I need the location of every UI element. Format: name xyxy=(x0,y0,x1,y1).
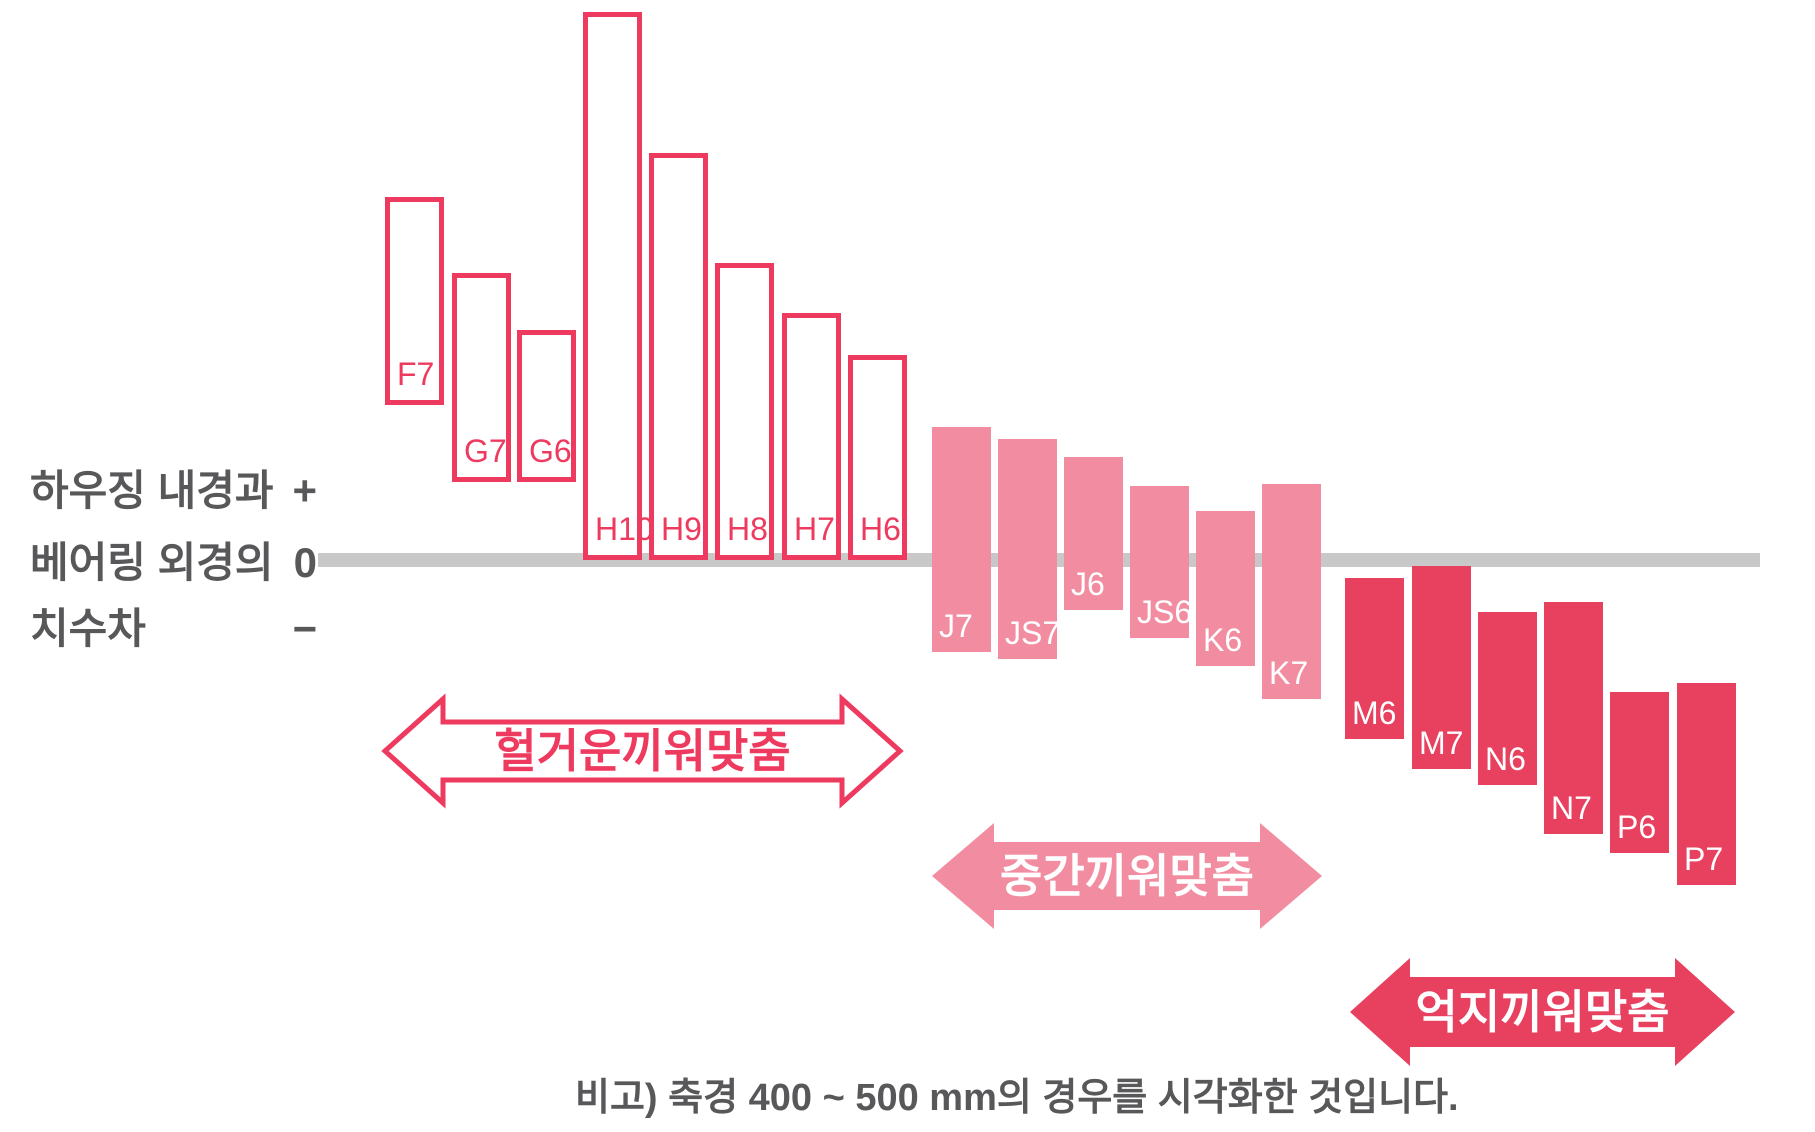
bar-n6: N6 xyxy=(1478,612,1537,785)
bar-h10: H10 xyxy=(583,12,654,560)
footnote: 비고) 축경 400 ~ 500 mm의 경우를 시각화한 것입니다. xyxy=(575,1077,1459,1119)
bar-label-n6: N6 xyxy=(1485,741,1526,777)
axis-row-zero: 베어링 외경의 0 xyxy=(30,537,317,589)
bar-label-n7: N7 xyxy=(1551,790,1592,826)
bar-label-j6: J6 xyxy=(1071,566,1105,602)
bar-js6: JS6 xyxy=(1130,486,1193,638)
fit-arrow-label-0: 헐거운끼워맞춤 xyxy=(494,725,791,777)
axis-label-housing-bore: 하우징 내경과 xyxy=(30,467,274,514)
bar-p7: P7 xyxy=(1677,683,1736,885)
bar-h6: H6 xyxy=(848,355,907,560)
bar-h7: H7 xyxy=(782,313,841,560)
bar-g7: G7 xyxy=(452,273,511,482)
plus-sign: + xyxy=(292,467,317,514)
bar-label-p7: P7 xyxy=(1684,841,1724,877)
bar-js7: JS7 xyxy=(998,439,1061,659)
minus-sign: − xyxy=(292,605,317,652)
bar-label-h9: H9 xyxy=(661,511,702,547)
bar-label-f7: F7 xyxy=(397,356,435,392)
bar-label-js7: JS7 xyxy=(1005,615,1061,651)
bar-label-g7: G7 xyxy=(464,433,507,469)
bar-label-k7: K7 xyxy=(1269,655,1309,691)
zero-sign: 0 xyxy=(293,539,317,586)
bar-m7: M7 xyxy=(1412,566,1471,769)
fit-arrow-label-2: 억지끼워맞춤 xyxy=(1415,986,1670,1038)
bar-m6: M6 xyxy=(1345,578,1404,739)
bar-k7: K7 xyxy=(1262,484,1321,699)
bar-label-m6: M6 xyxy=(1352,695,1397,731)
bar-h9: H9 xyxy=(649,153,708,560)
bar-h8: H8 xyxy=(715,263,774,560)
bar-label-h8: H8 xyxy=(727,511,768,547)
bar-label-j7: J7 xyxy=(939,608,973,644)
axis-row-minus: 치수차 − xyxy=(30,603,317,655)
bar-label-h7: H7 xyxy=(794,511,835,547)
bar-label-h6: H6 xyxy=(860,511,901,547)
axis-row-plus: 하우징 내경과 + xyxy=(30,465,317,517)
bar-label-m7: M7 xyxy=(1419,725,1464,761)
axis-label-dimension-diff: 치수차 xyxy=(30,605,146,652)
bar-label-h10: H10 xyxy=(595,511,654,547)
bar-label-k6: K6 xyxy=(1203,622,1243,658)
bar-j7: J7 xyxy=(932,427,991,652)
bar-g6: G6 xyxy=(517,330,576,482)
bar-label-p6: P6 xyxy=(1617,809,1657,845)
bar-label-g6: G6 xyxy=(529,433,572,469)
bar-k6: K6 xyxy=(1196,511,1255,666)
axis-label-bearing-od: 베어링 외경의 xyxy=(30,539,274,586)
bar-label-js6: JS6 xyxy=(1137,594,1193,630)
bar-n7: N7 xyxy=(1544,602,1603,834)
bar-j6: J6 xyxy=(1064,457,1123,610)
bar-f7: F7 xyxy=(385,197,444,405)
fit-arrow-label-1: 중간끼워맞춤 xyxy=(1000,850,1254,902)
bar-p6: P6 xyxy=(1610,692,1669,853)
